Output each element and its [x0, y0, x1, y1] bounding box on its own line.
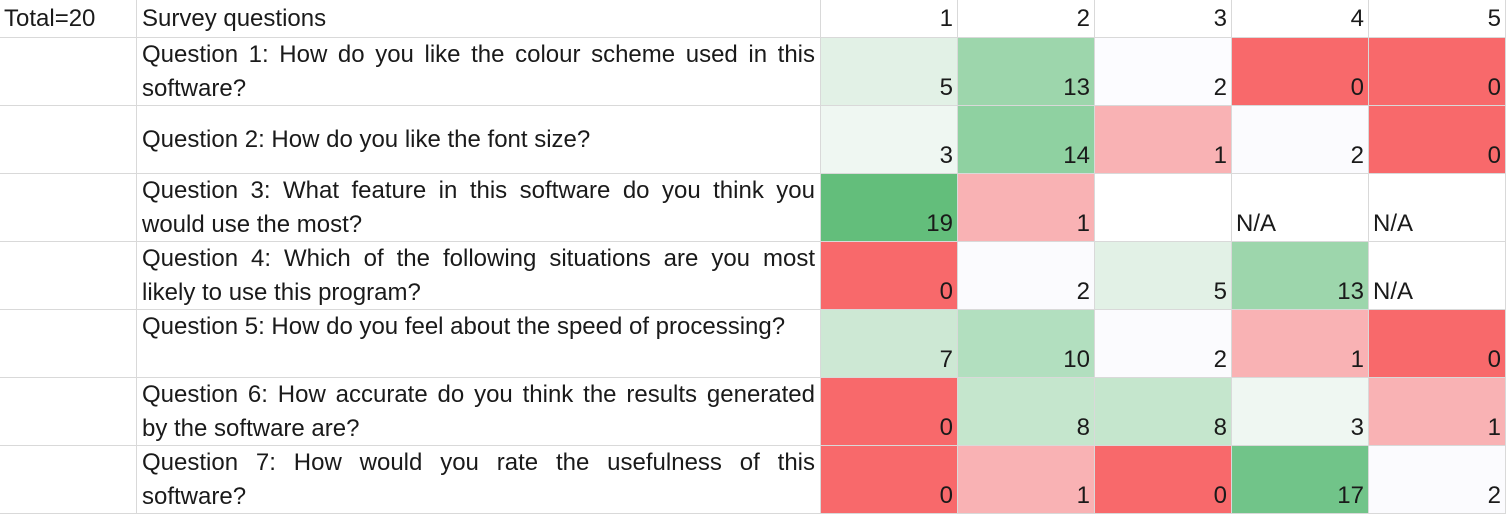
question-text: Question 4: Which of the following situa…: [142, 245, 815, 306]
total-column-cell[interactable]: [0, 174, 137, 242]
rating-count-cell[interactable]: 5: [1095, 242, 1232, 310]
table-row: Question 3: What feature in this softwar…: [0, 174, 1506, 242]
question-text: Question 2: How do you like the font siz…: [142, 125, 591, 153]
question-text: Question 6: How accurate do you think th…: [142, 381, 815, 442]
table-row: Question 5: How do you feel about the sp…: [0, 310, 1506, 378]
rating-count-cell[interactable]: 1: [1369, 378, 1506, 446]
rating-count-cell[interactable]: 2: [1232, 106, 1369, 174]
table-row: Question 4: Which of the following situa…: [0, 242, 1506, 310]
rating-count-cell[interactable]: 10: [958, 310, 1095, 378]
question-text: Question 1: How do you like the colour s…: [142, 41, 815, 102]
rating-count-cell[interactable]: 0: [1369, 310, 1506, 378]
rating-count-cell[interactable]: 0: [1232, 38, 1369, 106]
question-cell[interactable]: Question 7: How would you rate the usefu…: [137, 446, 821, 514]
table-row: Question 1: How do you like the colour s…: [0, 38, 1506, 106]
rating-count-cell[interactable]: N/A: [1369, 174, 1506, 242]
rating-count-cell[interactable]: 2: [1369, 446, 1506, 514]
table-row: Question 7: How would you rate the usefu…: [0, 446, 1506, 514]
rating-count-cell[interactable]: 0: [821, 378, 958, 446]
column-header-5[interactable]: 5: [1369, 0, 1506, 38]
question-cell[interactable]: Question 6: How accurate do you think th…: [137, 378, 821, 446]
rating-count-cell[interactable]: 0: [1369, 38, 1506, 106]
rating-count-cell[interactable]: 13: [958, 38, 1095, 106]
question-cell[interactable]: Question 3: What feature in this softwar…: [137, 174, 821, 242]
rating-count-cell[interactable]: 1: [958, 446, 1095, 514]
rating-count-cell[interactable]: 14: [958, 106, 1095, 174]
rating-count-cell[interactable]: 7: [821, 310, 958, 378]
total-column-cell[interactable]: [0, 446, 137, 514]
total-cell[interactable]: Total=20: [0, 0, 137, 38]
rating-count-cell[interactable]: 1: [958, 174, 1095, 242]
rating-count-cell[interactable]: 17: [1232, 446, 1369, 514]
question-text: Question 7: How would you rate the usefu…: [142, 449, 815, 510]
question-text: Question 5: How do you feel about the sp…: [142, 313, 786, 340]
rating-count-cell[interactable]: 2: [1095, 310, 1232, 378]
header-row: Total=20 Survey questions 1 2 3 4 5: [0, 0, 1506, 38]
survey-questions-header[interactable]: Survey questions: [137, 0, 821, 38]
total-column-cell[interactable]: [0, 310, 137, 378]
column-header-3[interactable]: 3: [1095, 0, 1232, 38]
question-text: Question 3: What feature in this softwar…: [142, 177, 815, 238]
rating-count-cell[interactable]: 8: [1095, 378, 1232, 446]
total-column-cell[interactable]: [0, 38, 137, 106]
question-cell[interactable]: Question 2: How do you like the font siz…: [137, 106, 821, 174]
column-header-2[interactable]: 2: [958, 0, 1095, 38]
total-column-cell[interactable]: [0, 378, 137, 446]
total-column-cell[interactable]: [0, 106, 137, 174]
table-row: Question 6: How accurate do you think th…: [0, 378, 1506, 446]
column-header-4[interactable]: 4: [1232, 0, 1369, 38]
rating-count-cell[interactable]: 13: [1232, 242, 1369, 310]
rating-count-cell[interactable]: 2: [958, 242, 1095, 310]
rating-count-cell[interactable]: 3: [821, 106, 958, 174]
rating-count-cell[interactable]: 1: [1095, 106, 1232, 174]
table-row: Question 2: How do you like the font siz…: [0, 106, 1506, 174]
rating-count-cell[interactable]: 8: [958, 378, 1095, 446]
question-cell[interactable]: Question 4: Which of the following situa…: [137, 242, 821, 310]
column-header-1[interactable]: 1: [821, 0, 958, 38]
rating-count-cell[interactable]: 5: [821, 38, 958, 106]
rating-count-cell[interactable]: 0: [821, 242, 958, 310]
rating-count-cell[interactable]: 0: [1369, 106, 1506, 174]
rating-count-cell[interactable]: [1095, 174, 1232, 242]
rating-count-cell[interactable]: 1: [1232, 310, 1369, 378]
rating-count-cell[interactable]: N/A: [1369, 242, 1506, 310]
total-column-cell[interactable]: [0, 242, 137, 310]
question-cell[interactable]: Question 1: How do you like the colour s…: [137, 38, 821, 106]
rating-count-cell[interactable]: 2: [1095, 38, 1232, 106]
rating-count-cell[interactable]: 0: [1095, 446, 1232, 514]
rating-count-cell[interactable]: N/A: [1232, 174, 1369, 242]
rating-count-cell[interactable]: 0: [821, 446, 958, 514]
rating-count-cell[interactable]: 3: [1232, 378, 1369, 446]
rating-count-cell[interactable]: 19: [821, 174, 958, 242]
question-cell[interactable]: Question 5: How do you feel about the sp…: [137, 310, 821, 378]
